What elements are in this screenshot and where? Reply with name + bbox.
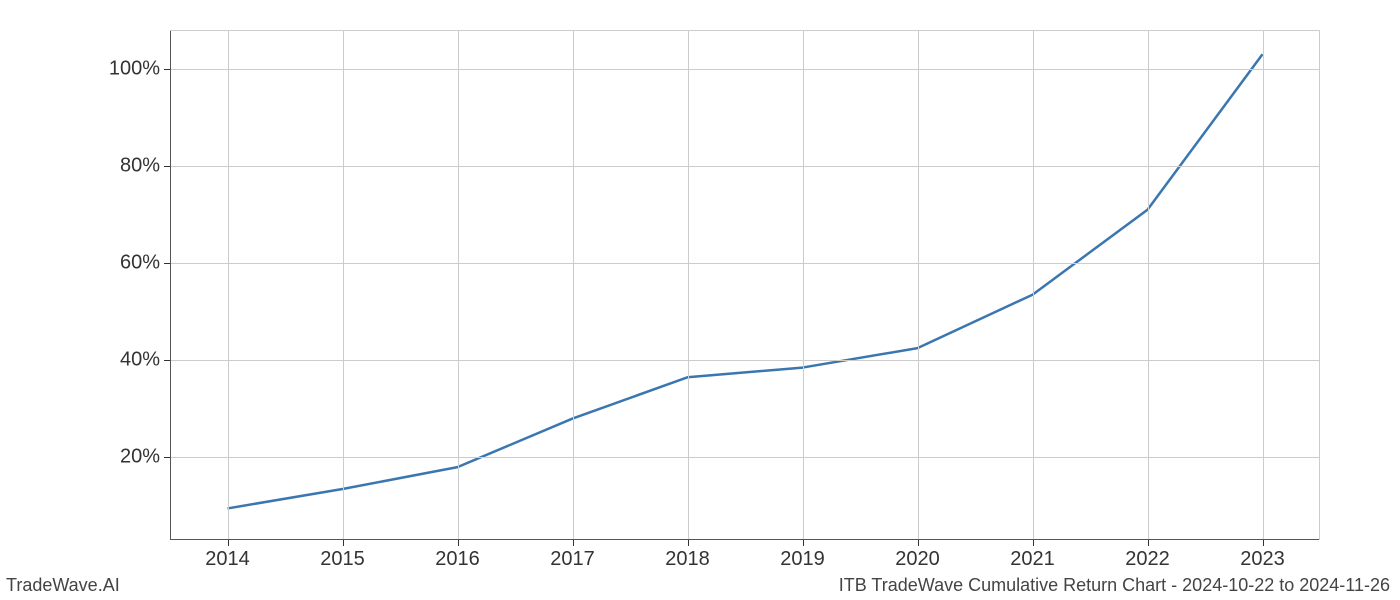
grid-line-vertical <box>343 30 344 540</box>
grid-line-vertical <box>1263 30 1264 540</box>
x-tick-label: 2017 <box>550 548 595 571</box>
series-line <box>228 54 1263 508</box>
grid-line-vertical <box>803 30 804 540</box>
x-tick-label: 2014 <box>205 548 250 571</box>
footer-right-label: ITB TradeWave Cumulative Return Chart - … <box>839 575 1390 596</box>
grid-line-vertical <box>573 30 574 540</box>
plot-area: 20%40%60%80%100%201420152016201720182019… <box>170 30 1320 540</box>
x-tick-mark <box>918 540 919 546</box>
x-tick-mark <box>458 540 459 546</box>
x-tick-mark <box>343 540 344 546</box>
y-tick-label: 80% <box>120 155 160 178</box>
x-tick-label: 2018 <box>665 548 710 571</box>
axis-spine-left <box>170 30 171 540</box>
x-tick-mark <box>573 540 574 546</box>
axis-spine-top <box>170 30 1320 31</box>
x-tick-mark <box>803 540 804 546</box>
y-tick-label: 100% <box>109 57 160 80</box>
grid-line-vertical <box>918 30 919 540</box>
x-tick-label: 2021 <box>1010 548 1055 571</box>
grid-line-vertical <box>1033 30 1034 540</box>
grid-line-vertical <box>1148 30 1149 540</box>
x-tick-label: 2015 <box>320 548 365 571</box>
axis-spine-bottom <box>170 539 1320 540</box>
x-tick-mark <box>688 540 689 546</box>
grid-line-vertical <box>458 30 459 540</box>
x-tick-mark <box>1263 540 1264 546</box>
y-tick-label: 60% <box>120 252 160 275</box>
grid-line-vertical <box>688 30 689 540</box>
x-tick-label: 2016 <box>435 548 480 571</box>
y-tick-label: 20% <box>120 446 160 469</box>
grid-line-vertical <box>228 30 229 540</box>
chart-container: 20% 40% 60% 80% 100% 2014 2015 2016 2017 2018 2019… <box>0 0 1400 600</box>
x-tick-label: 2019 <box>780 548 825 571</box>
x-tick-mark <box>1148 540 1149 546</box>
y-tick-label: 40% <box>120 349 160 372</box>
x-tick-mark <box>228 540 229 546</box>
x-tick-label: 2023 <box>1240 548 1285 571</box>
x-tick-mark <box>1033 540 1034 546</box>
x-tick-label: 2020 <box>895 548 940 571</box>
footer-left-label: TradeWave.AI <box>6 575 120 596</box>
x-tick-label: 2022 <box>1125 548 1170 571</box>
axis-spine-right <box>1319 30 1320 540</box>
